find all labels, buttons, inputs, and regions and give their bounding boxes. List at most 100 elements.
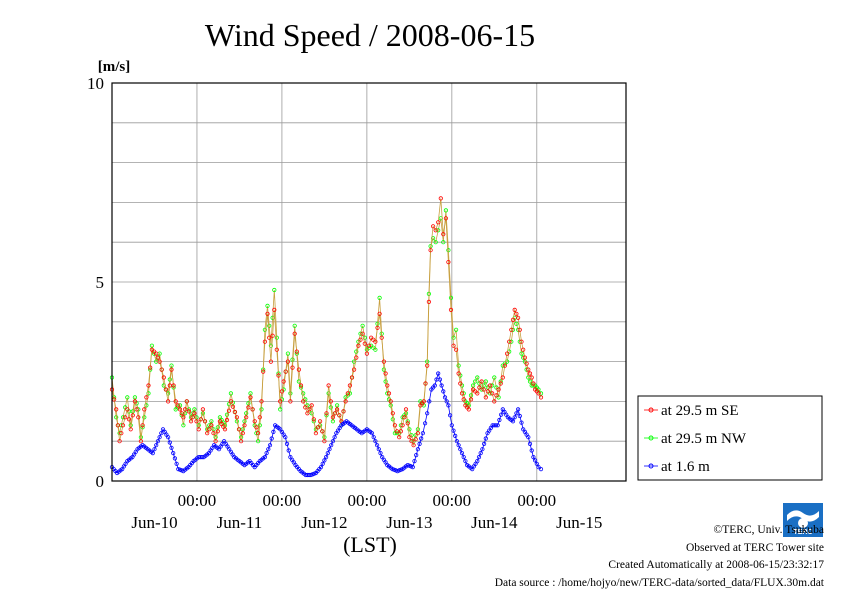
data-point <box>483 379 488 384</box>
data-point <box>388 399 393 404</box>
data-point <box>188 419 194 424</box>
data-point <box>140 423 145 428</box>
data-point <box>481 383 486 388</box>
data-point <box>171 383 176 388</box>
data-point <box>458 381 463 386</box>
data-point <box>349 375 355 380</box>
data-point <box>456 443 461 448</box>
data-point <box>468 393 474 398</box>
x-day-label: Jun-15 <box>556 513 602 532</box>
copyright-text: ©TERC, Univ. Tsukuba <box>713 524 824 536</box>
data-point <box>529 375 534 380</box>
data-point <box>332 411 338 416</box>
data-point <box>120 415 126 420</box>
data-point <box>502 363 507 368</box>
data-point <box>125 407 130 412</box>
data-point <box>148 365 153 370</box>
data-point <box>159 367 164 372</box>
data-point <box>412 458 417 464</box>
y-tick-label: 5 <box>96 273 105 292</box>
data-point <box>360 331 365 336</box>
data-point <box>239 439 244 444</box>
data-point <box>267 443 273 448</box>
data-point <box>323 454 329 460</box>
data-point <box>456 363 461 368</box>
data-point <box>296 367 301 372</box>
data-point <box>400 423 405 428</box>
data-point <box>228 399 233 404</box>
data-point <box>255 431 261 436</box>
data-point <box>272 287 277 293</box>
data-point <box>157 359 162 364</box>
data-point <box>433 228 438 233</box>
x-day-label: Jun-11 <box>217 513 263 532</box>
data-point <box>475 458 480 464</box>
data-point <box>169 367 174 372</box>
data-point <box>534 461 539 466</box>
data-point <box>415 447 420 452</box>
data-point <box>192 411 197 416</box>
data-point <box>270 315 275 320</box>
data-point <box>510 419 516 424</box>
data-point <box>402 415 407 420</box>
data-point <box>456 371 461 376</box>
y-unit-label: [m/s] <box>98 59 131 75</box>
data-point <box>242 419 247 424</box>
data-point <box>437 377 442 382</box>
data-point <box>205 431 210 436</box>
data-point <box>373 347 378 352</box>
data-point <box>532 458 538 463</box>
data-point <box>200 407 205 412</box>
data-point <box>447 413 453 418</box>
data-point <box>123 415 128 420</box>
data-point <box>398 429 403 434</box>
data-point <box>207 427 212 432</box>
data-point <box>459 391 465 396</box>
data-point <box>451 343 456 348</box>
data-point <box>430 224 436 229</box>
data-point <box>332 435 337 440</box>
data-point <box>198 417 203 422</box>
data-point <box>301 399 306 404</box>
data-point <box>422 421 428 426</box>
data-point <box>230 404 235 409</box>
data-point <box>259 399 264 404</box>
data-source-text: Data source : /home/hojyo/new/TERC-data/… <box>494 576 824 589</box>
data-point <box>496 387 501 392</box>
data-point <box>284 441 290 446</box>
data-point <box>448 307 454 312</box>
y-axis: 0 5 10 <box>87 74 104 491</box>
data-point <box>119 431 124 436</box>
data-point <box>154 351 159 356</box>
legend-label: at 29.5 m SE <box>661 403 739 419</box>
data-point <box>120 423 126 428</box>
data-point <box>517 327 522 332</box>
data-point <box>202 419 208 424</box>
data-point <box>354 355 359 360</box>
data-point <box>285 351 290 356</box>
data-point <box>301 391 306 396</box>
data-point <box>279 389 284 394</box>
data-point <box>248 391 253 396</box>
data-point <box>371 435 376 440</box>
data-point <box>157 435 162 440</box>
data-point <box>240 427 245 432</box>
data-point <box>512 415 517 420</box>
data-point <box>286 448 291 453</box>
plot-frame <box>111 82 627 482</box>
data-point <box>466 407 471 412</box>
data-point <box>492 399 497 404</box>
data-point <box>200 454 205 460</box>
data-point <box>146 383 151 388</box>
data-point <box>483 395 488 400</box>
data-point <box>126 417 132 422</box>
data-point <box>184 399 189 404</box>
data-point <box>309 403 314 408</box>
data-point <box>536 464 541 470</box>
logo-text: TERC <box>793 529 812 536</box>
data-point <box>130 413 135 418</box>
data-point <box>115 423 121 428</box>
data-point <box>181 415 186 420</box>
data-point <box>527 371 533 376</box>
